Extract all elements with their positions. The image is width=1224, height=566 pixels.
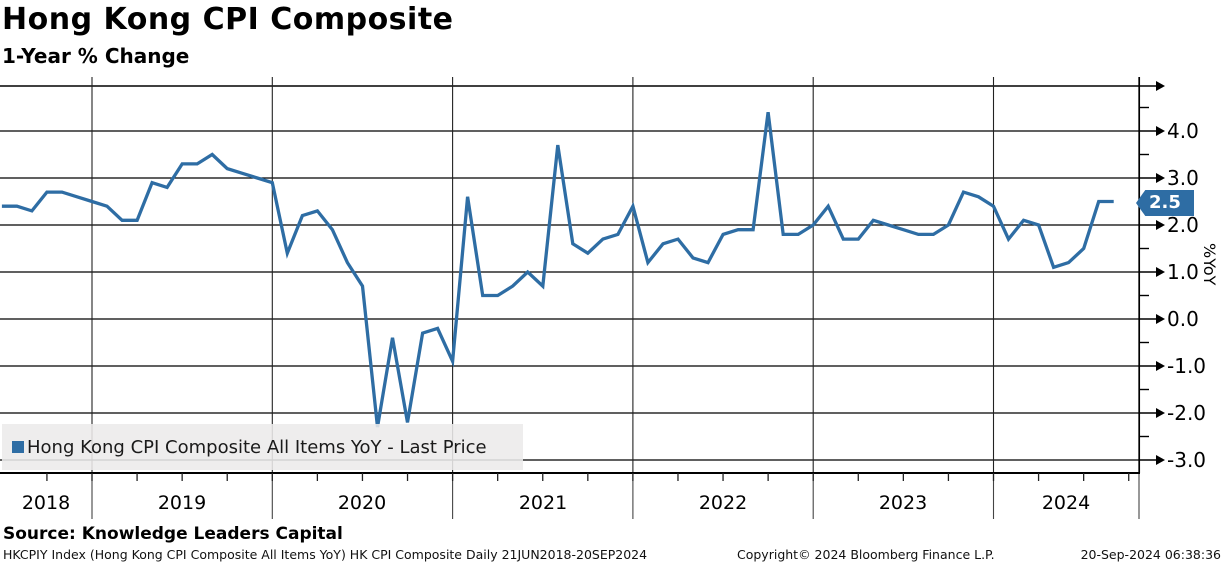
legend-marker-icon (12, 441, 24, 453)
chart-title: Hong Kong CPI Composite (2, 2, 454, 37)
chart-subtitle: 1-Year % Change (2, 44, 190, 68)
y-tick-label: 2.0 (1167, 213, 1199, 237)
x-tick-label: 2021 (518, 492, 568, 514)
y-tick-label: -2.0 (1167, 401, 1207, 425)
y-tick-label: 1.0 (1167, 260, 1199, 284)
x-tick-label: 2019 (157, 492, 207, 514)
source-line: Source: Knowledge Leaders Capital (3, 524, 343, 544)
y-tick-label: -3.0 (1167, 448, 1207, 472)
y-tick-label: -1.0 (1167, 354, 1207, 378)
footer-copyright: Copyright© 2024 Bloomberg Finance L.P. (737, 547, 995, 562)
y-axis-title: %YoY (1200, 243, 1219, 286)
x-tick-label: 2018 (21, 492, 71, 514)
x-tick-label: 2023 (878, 492, 928, 514)
last-price-badge: 2.5 (1136, 190, 1194, 216)
y-tick-label: 3.0 (1167, 166, 1199, 190)
y-tick-label: 0.0 (1167, 307, 1199, 331)
plot-svg (0, 77, 1165, 519)
x-tick-label: 2020 (337, 492, 387, 514)
footer-ticker-info: HKCPIY Index (Hong Kong CPI Composite Al… (3, 547, 648, 562)
x-tick-label: 2022 (698, 492, 748, 514)
cpi-line-series (1, 111, 1114, 428)
legend-label: Hong Kong CPI Composite All Items YoY - … (27, 436, 487, 458)
legend: Hong Kong CPI Composite All Items YoY - … (2, 424, 523, 470)
x-tick-label: 2024 (1041, 492, 1091, 514)
footer-timestamp: 20-Sep-2024 06:38:36 (1080, 547, 1221, 562)
y-tick-label: 4.0 (1167, 119, 1199, 143)
